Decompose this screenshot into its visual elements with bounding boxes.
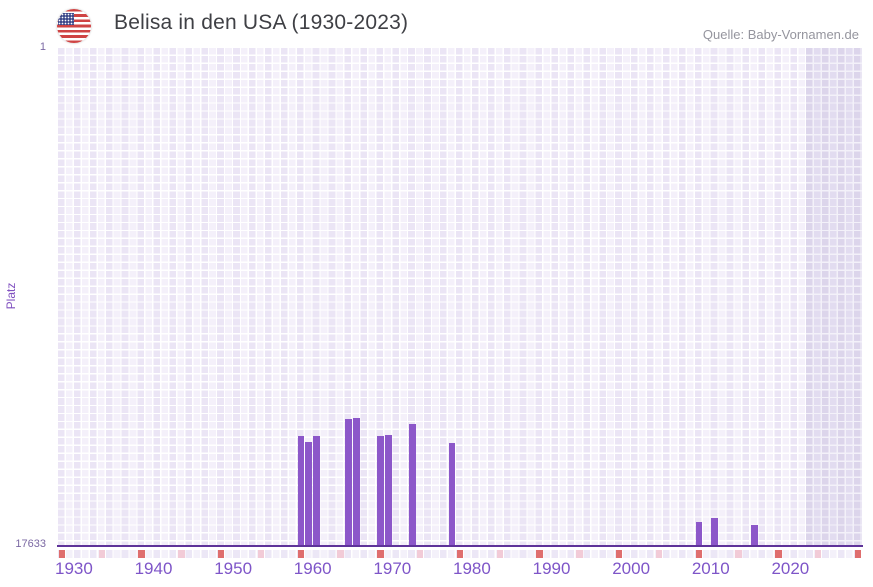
bar-1965[interactable] [353,417,360,546]
pink-marker-2013 [735,550,742,558]
bar-1959[interactable] [305,441,313,546]
flag-canton [58,13,74,25]
red-marker-1968 [377,550,384,558]
x-tick-1950: 1950 [214,559,253,578]
red-marker-2028 [854,550,862,558]
x-axis-line [57,545,863,547]
x-tick-1940: 1940 [134,559,173,578]
bar-2010[interactable] [711,518,718,546]
bar-2008[interactable] [695,522,703,546]
pink-marker-2003 [655,550,663,558]
bar-2015[interactable] [751,525,758,546]
bar-1958[interactable] [297,436,305,546]
bar-1969[interactable] [385,434,392,546]
pink-marker-1953 [257,550,265,558]
pink-marker-1963 [337,550,344,558]
x-tick-1990: 1990 [532,559,571,578]
y-tick-top: 1 [39,41,46,53]
x-axis-labels: 1930 1940 1950 1960 1970 1980 1990 2000 2010 2020 [55,559,862,581]
red-marker-2018 [775,550,782,558]
red-marker-1978 [456,550,464,558]
pink-marker-2023 [814,550,822,558]
bar-1977[interactable] [448,443,456,546]
pink-marker-1933 [98,550,106,558]
x-tick-1960: 1960 [293,559,332,578]
red-marker-1958 [297,550,305,558]
red-marker-1998 [615,550,623,558]
x-tick-1930: 1930 [55,559,93,578]
bar-1968[interactable] [377,436,384,546]
bar-1960[interactable] [313,436,320,546]
red-marker-1938 [138,550,145,558]
us-flag-icon [57,9,91,43]
x-tick-1970: 1970 [373,559,412,578]
y-axis-title: Platz [4,282,18,310]
plot-area [58,48,862,546]
no-data-region [806,48,862,546]
pink-marker-1973 [416,550,424,558]
pink-marker-1983 [496,550,504,558]
source-credit: Quelle: Baby-Vornamen.de [702,27,859,42]
red-marker-1988 [536,550,543,558]
red-marker-1928 [58,550,66,558]
pink-marker-1943 [178,550,185,558]
bar-1972[interactable] [408,423,416,546]
red-marker-2008 [695,550,703,558]
pink-marker-1993 [576,550,583,558]
x-tick-2000: 2000 [612,559,651,578]
x-tick-1980: 1980 [453,559,491,578]
y-tick-bottom: 17633 [15,538,46,550]
bar-1964[interactable] [345,419,352,546]
page-title: Belisa in den USA (1930-2023) [114,11,409,34]
x-tick-2010: 2010 [691,559,730,578]
five-year-marker-row [58,550,862,558]
x-tick-2020: 2020 [771,559,810,578]
red-marker-1948 [217,550,225,558]
